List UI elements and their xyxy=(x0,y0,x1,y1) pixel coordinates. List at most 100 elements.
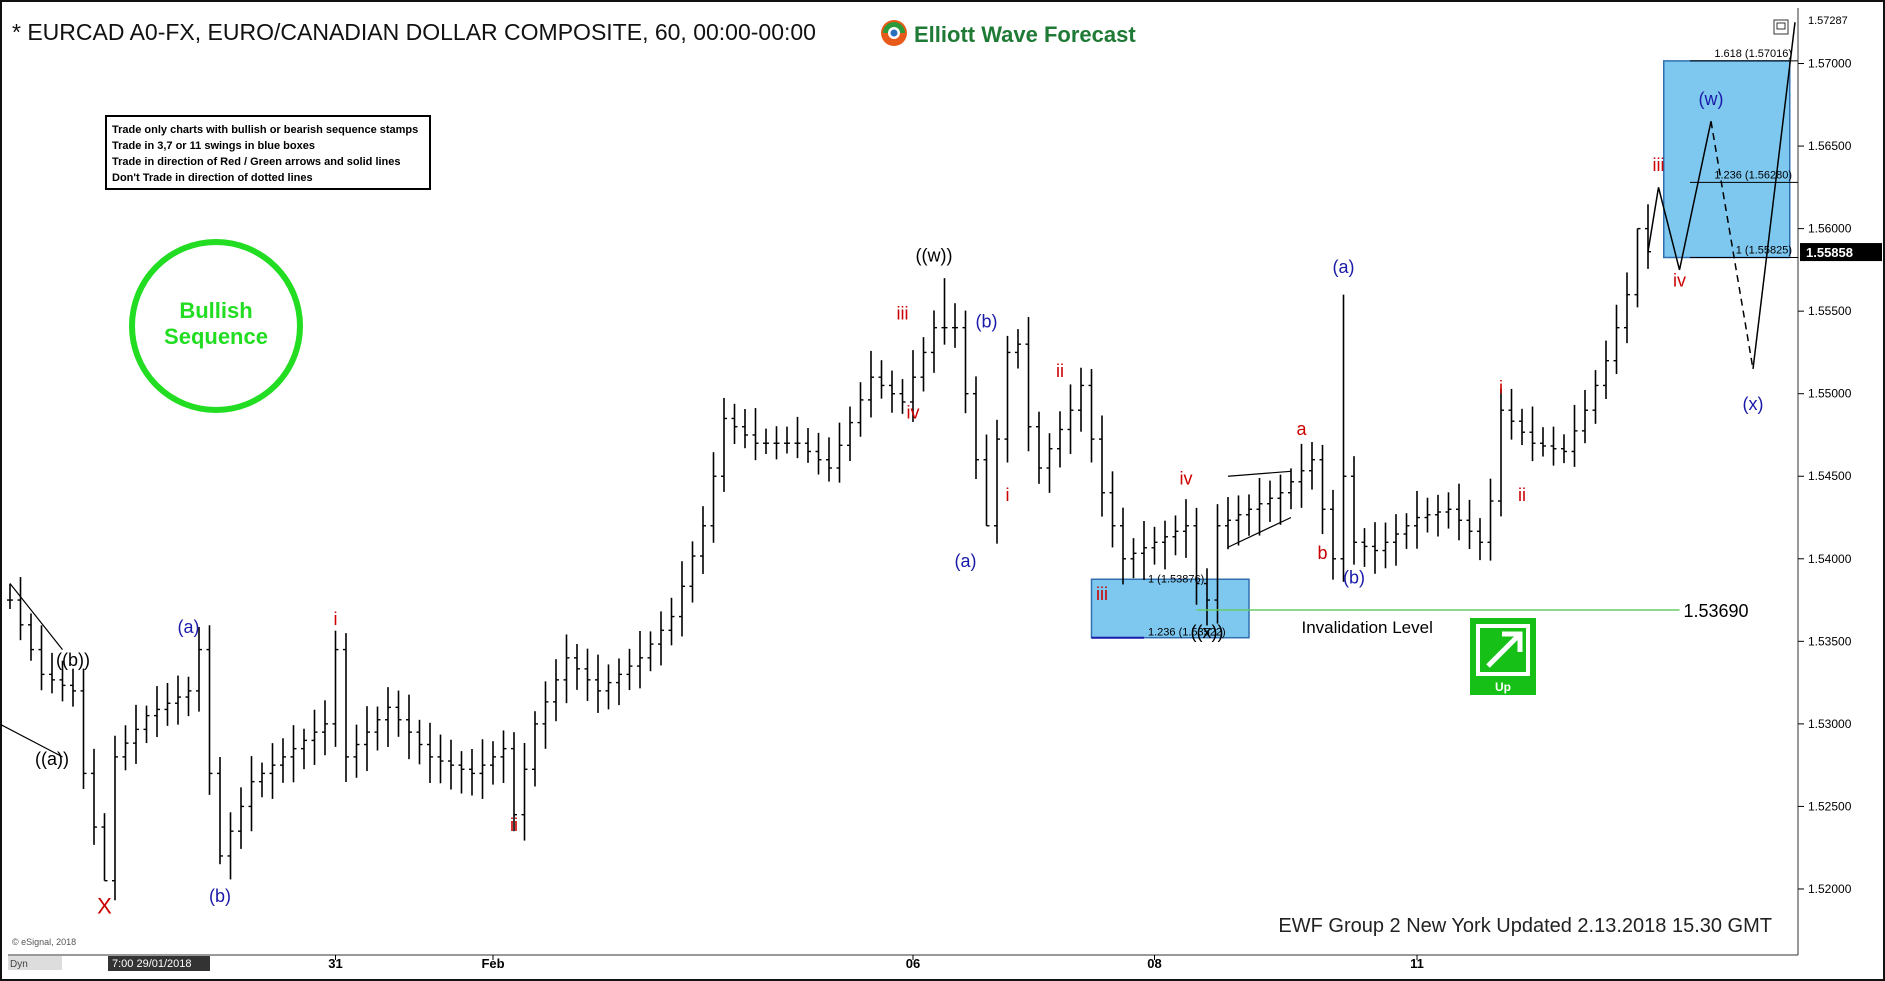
trend-line xyxy=(1227,470,1292,477)
time-tick-label: Feb xyxy=(481,956,504,971)
price-bar xyxy=(28,613,34,661)
price-bar xyxy=(742,409,748,449)
price-bar xyxy=(1508,388,1515,440)
price-bar xyxy=(1151,526,1158,565)
chart-title: * EURCAD A0-FX, EURO/CANADIAN DOLLAR COM… xyxy=(12,19,816,45)
price-bar xyxy=(941,278,948,345)
price-bar xyxy=(721,397,727,492)
price-bar xyxy=(1571,404,1578,467)
price-bar xyxy=(301,728,307,770)
price-bar xyxy=(406,694,412,760)
price-bar xyxy=(227,812,234,880)
brand-name: Elliott Wave Forecast xyxy=(914,22,1136,47)
price-bar xyxy=(1256,477,1263,536)
price-bar xyxy=(1540,427,1546,457)
price-bar xyxy=(899,379,906,414)
wave-label: iv xyxy=(1673,270,1686,290)
wave-label: iii xyxy=(1653,155,1665,175)
price-bar xyxy=(238,787,244,849)
price-bar xyxy=(1298,443,1305,508)
price-bar xyxy=(469,748,475,796)
price-tick-label: 1.52500 xyxy=(1808,799,1852,813)
price-bar xyxy=(269,743,276,799)
price-bar xyxy=(1330,489,1336,580)
date-box-label: 7:00 29/01/2018 xyxy=(112,958,192,970)
price-bar xyxy=(1067,384,1074,454)
wave-label: a xyxy=(1296,419,1307,439)
price-bar xyxy=(1477,518,1483,561)
target-box-upper xyxy=(1663,60,1791,259)
price-top-label: 1.57287 xyxy=(1808,15,1848,27)
price-bar xyxy=(385,687,391,747)
price-bar xyxy=(490,741,496,785)
price-bar xyxy=(290,725,297,783)
date-box xyxy=(108,956,210,971)
price-bar xyxy=(857,382,864,437)
price-bar xyxy=(574,643,580,690)
price-bar xyxy=(1214,504,1221,624)
wave-label: (a) xyxy=(178,617,200,637)
price-bar xyxy=(280,738,286,783)
price-bar xyxy=(1225,497,1231,550)
price-bar xyxy=(920,337,927,392)
price-bar xyxy=(1445,492,1452,529)
wave-label: ii xyxy=(510,815,518,835)
price-bar xyxy=(542,681,549,749)
wave-label: (a) xyxy=(1333,257,1355,277)
up-label: Up xyxy=(1495,680,1511,694)
bullish-sequence-stamp: Bullish Sequence xyxy=(129,239,303,413)
wave-label: X xyxy=(97,894,112,919)
price-bar xyxy=(196,626,202,712)
price-bar xyxy=(1078,367,1084,432)
price-bar xyxy=(1382,522,1389,569)
current-price-label: 1.55858 xyxy=(1806,245,1853,260)
price-bar xyxy=(1088,368,1095,463)
price-bar xyxy=(962,310,969,414)
price-bar xyxy=(1172,515,1179,556)
wave-label: (x) xyxy=(1743,394,1764,414)
price-bar xyxy=(752,408,759,461)
price-bar xyxy=(605,664,612,710)
price-bar xyxy=(122,725,129,771)
price-tick-label: 1.52000 xyxy=(1808,882,1852,896)
rule-line: Don't Trade in direction of dotted lines xyxy=(112,172,313,184)
price-bar xyxy=(91,748,97,845)
price-tick-label: 1.53000 xyxy=(1808,717,1852,731)
maximize-icon[interactable] xyxy=(1773,19,1789,35)
price-bar xyxy=(689,541,696,603)
price-bar xyxy=(1025,316,1032,452)
price-bar xyxy=(112,735,118,901)
price-bar xyxy=(1466,499,1473,550)
price-bar xyxy=(952,303,958,348)
copyright: © eSignal, 2018 xyxy=(12,937,76,947)
fib-level-label: 1.236 (1.53522) xyxy=(1148,627,1226,639)
projection-path xyxy=(1752,22,1796,370)
time-tick-label: 11 xyxy=(1410,956,1424,971)
trend-line xyxy=(0,723,63,758)
price-bar xyxy=(1603,340,1609,400)
price-bar xyxy=(1004,335,1011,463)
dyn-box[interactable] xyxy=(8,956,62,970)
price-bar xyxy=(1130,538,1137,579)
price-bar xyxy=(826,437,832,482)
price-bar xyxy=(217,757,223,865)
price-bar xyxy=(395,690,402,737)
time-tick-label: 31 xyxy=(328,956,342,971)
price-bar xyxy=(1162,520,1168,570)
price-bar xyxy=(994,419,1000,544)
price-bar xyxy=(532,711,538,787)
price-tick-label: 1.55000 xyxy=(1808,387,1852,401)
price-bar xyxy=(983,434,990,527)
brand-logo: Elliott Wave Forecast xyxy=(881,20,1136,47)
price-bar xyxy=(38,625,45,691)
price-bar xyxy=(1351,456,1357,565)
price-bar xyxy=(595,654,601,713)
price-bar xyxy=(889,370,895,413)
fib-level-label: 1.236 (1.56280) xyxy=(1714,169,1792,181)
rules-box: Trade only charts with bullish or bearis… xyxy=(105,115,431,190)
price-bar xyxy=(1456,483,1462,541)
price-bar xyxy=(80,668,87,790)
wave-label: b xyxy=(1317,543,1327,563)
price-bar xyxy=(773,426,780,460)
